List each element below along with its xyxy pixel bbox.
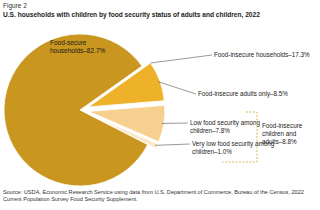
chart: Figure 2U.S. households with children by… <box>0 0 320 210</box>
figure-label: Figure 2 <box>3 2 27 10</box>
slice-label: Food-insecure adults only–8.5% <box>198 90 288 98</box>
leader-line <box>158 82 196 94</box>
pie-slice <box>88 63 164 107</box>
bracket <box>222 112 257 162</box>
leader-line <box>162 123 188 124</box>
leader-line <box>151 55 212 63</box>
slice-label: Food-securehouseholds–82.7% <box>50 39 106 54</box>
source: Source: USDA, Economic Research Service … <box>3 189 304 202</box>
pie-slice <box>89 105 165 141</box>
title: U.S. households with children by food se… <box>3 11 260 19</box>
annotation: Food-insecurechildren andadults–8.8% <box>262 122 303 145</box>
pie-slice <box>88 114 158 149</box>
annotation: Food-insecure households–17.3% <box>214 51 310 58</box>
pie <box>4 34 165 186</box>
leader-line <box>155 144 190 145</box>
slice-label: Low food security amongchildren–7.8% <box>190 119 261 134</box>
